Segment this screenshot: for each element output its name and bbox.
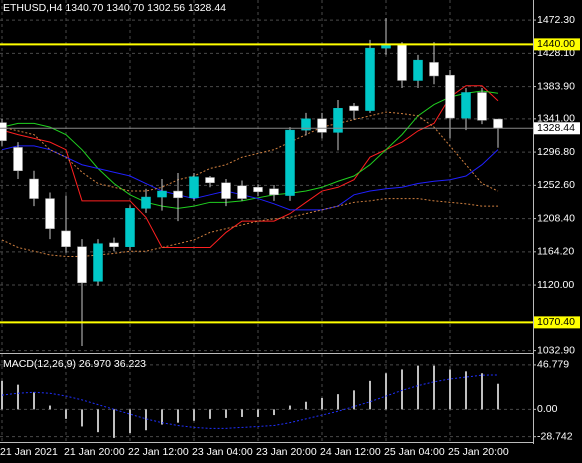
macd-bar: [401, 369, 403, 410]
macd-bar: [225, 409, 227, 418]
macd-bar: [81, 409, 83, 427]
x-tick-label: 24 Jan 12:00: [320, 446, 381, 458]
candle-body: [413, 59, 423, 81]
candle-body: [45, 198, 55, 229]
macd-bar: [465, 371, 467, 410]
macd-bar: [113, 409, 115, 438]
candle-body: [477, 92, 487, 121]
x-tick-label: 25 Jan 04:00: [384, 446, 445, 458]
candle-body: [173, 190, 183, 199]
candle-body: [285, 129, 295, 196]
macd-bar: [417, 365, 419, 410]
candle-body: [253, 187, 263, 193]
signal-line: [1, 374, 499, 429]
indicator-line: [1, 145, 499, 211]
x-tick-label: 23 Jan 04:00: [192, 446, 253, 458]
y-tick-label: 1472.30: [537, 14, 575, 26]
macd-title: MACD(12,26,9) 26.970 36.223: [3, 358, 146, 370]
macd-bar: [385, 373, 387, 410]
candle-body: [269, 188, 279, 196]
y-tick-label: 1164.20: [537, 246, 574, 258]
candle-body: [93, 243, 103, 282]
price-label: 1328.44: [537, 122, 575, 134]
candle-body: [429, 62, 439, 77]
macd-bar: [337, 394, 339, 410]
candle-body: [109, 242, 119, 247]
candle-body: [445, 74, 455, 119]
candle-body: [333, 108, 343, 133]
macd-bar: [145, 409, 147, 431]
candle-body: [301, 118, 311, 131]
candle-body: [189, 176, 199, 199]
candle-body: [317, 118, 327, 133]
chart-title: ETHUSD,H4 1340.70 1340.70 1302.56 1328.4…: [3, 2, 226, 14]
x-tick-label: 22 Jan 12:00: [128, 446, 189, 458]
candle-body: [141, 196, 151, 209]
y-tick-label: 1296.80: [537, 146, 575, 158]
macd-bar: [289, 405, 291, 410]
y-tick-label: 1252.60: [537, 179, 575, 191]
candle-body: [237, 185, 247, 199]
level-label: 1070.40: [537, 316, 575, 328]
candle-body: [221, 182, 231, 199]
candle-body: [397, 44, 407, 81]
macd-bar: [321, 397, 323, 410]
candle-body: [77, 246, 87, 284]
y-tick-label: -28.742: [537, 430, 573, 442]
candle-body: [61, 230, 71, 247]
x-tick-label: 21 Jan 20:00: [64, 446, 125, 458]
candle-body: [349, 105, 359, 111]
macd-bar: [449, 369, 451, 410]
macd-bar: [97, 409, 99, 433]
indicator-line: [1, 111, 499, 192]
macd-bar: [193, 409, 195, 421]
price-label-box: [534, 122, 580, 135]
macd-bar: [497, 383, 499, 410]
y-tick-label: 1120.00: [537, 279, 574, 291]
y-tick-label: 46.779: [537, 359, 569, 371]
y-tick-label: 1383.90: [537, 80, 575, 92]
indicator-line: [1, 85, 499, 248]
x-tick-label: 25 Jan 20:00: [448, 446, 509, 458]
macd-bar: [177, 409, 179, 423]
y-tick-label: 1208.40: [537, 212, 575, 224]
macd-bar: [305, 401, 307, 410]
candle-body: [205, 177, 215, 184]
macd-bar: [369, 380, 371, 410]
candle-body: [0, 122, 7, 141]
macd-bar: [353, 390, 355, 410]
indicator-line: [1, 198, 498, 257]
macd-bar: [129, 409, 131, 434]
macd-bar: [49, 405, 51, 410]
y-tick-label: 1341.00: [537, 113, 575, 125]
level-label: 1440.00: [537, 38, 575, 50]
x-tick-label: 23 Jan 20:00: [256, 446, 317, 458]
candle-body: [157, 190, 167, 198]
macd-bar: [33, 392, 35, 410]
macd-bar: [241, 409, 243, 417]
candle-body: [461, 92, 471, 119]
x-tick-label: 21 Jan 2021: [0, 446, 58, 458]
level-label-box: [534, 316, 580, 329]
macd-bar: [481, 373, 483, 410]
candle-body: [493, 118, 503, 129]
candle-body: [365, 47, 375, 111]
indicator-line: [1, 90, 499, 209]
candle-body: [29, 178, 39, 199]
macd-bar: [65, 409, 67, 419]
y-tick-label: 0.00: [537, 403, 558, 415]
macd-bar: [257, 409, 259, 417]
macd-bar: [209, 409, 211, 419]
macd-bar: [161, 409, 163, 425]
y-tick-label: 1032.90: [537, 344, 575, 356]
level-label-box: [534, 38, 580, 51]
macd-bar: [433, 365, 435, 410]
candle-body: [125, 208, 135, 247]
macd-bar: [273, 409, 275, 416]
macd-bar: [17, 384, 19, 410]
candle-body: [13, 147, 23, 171]
